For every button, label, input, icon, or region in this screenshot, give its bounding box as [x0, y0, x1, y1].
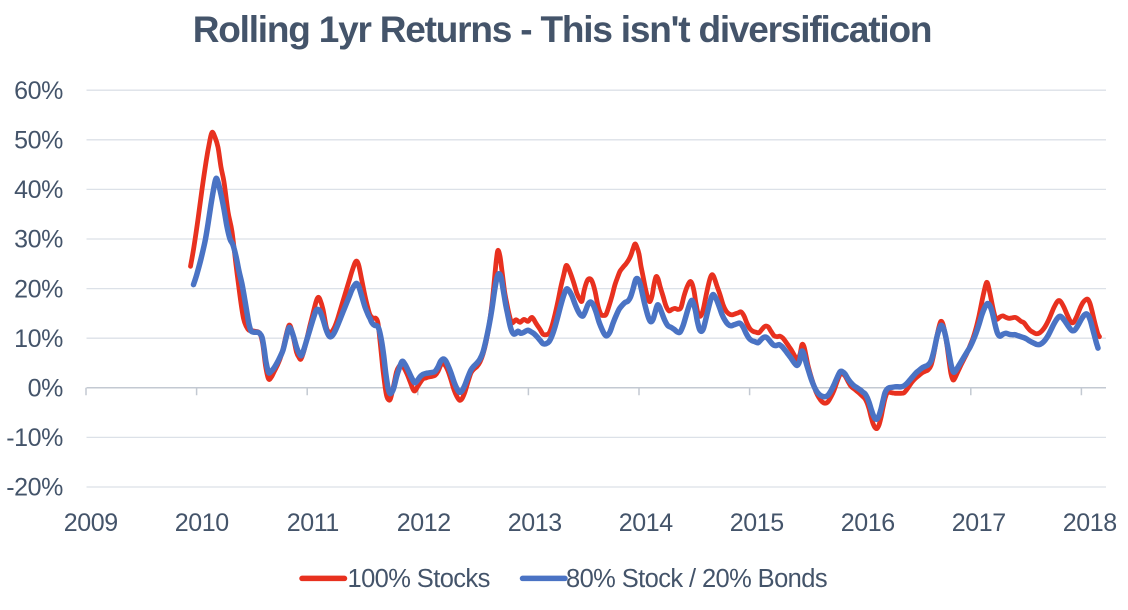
svg-text:2011: 2011: [287, 509, 339, 537]
svg-text:80% Stock / 20% Bonds: 80% Stock / 20% Bonds: [566, 565, 827, 593]
svg-text:50%: 50%: [14, 127, 63, 155]
svg-text:20%: 20%: [14, 275, 63, 303]
svg-text:2009: 2009: [64, 509, 118, 537]
svg-text:2015: 2015: [730, 509, 784, 537]
svg-text:2014: 2014: [619, 509, 674, 537]
svg-text:Rolling 1yr Returns - This isn: Rolling 1yr Returns - This isn't diversi…: [193, 9, 932, 50]
svg-text:30%: 30%: [14, 226, 63, 254]
svg-text:0%: 0%: [28, 375, 64, 403]
svg-text:2018: 2018: [1063, 509, 1117, 537]
svg-text:2010: 2010: [175, 509, 229, 537]
svg-text:-10%: -10%: [6, 424, 63, 452]
svg-text:100% Stocks: 100% Stocks: [348, 565, 490, 593]
svg-text:-20%: -20%: [6, 474, 63, 502]
svg-text:2013: 2013: [508, 509, 562, 537]
svg-text:40%: 40%: [14, 176, 63, 204]
svg-text:60%: 60%: [14, 77, 63, 105]
svg-text:2017: 2017: [952, 509, 1006, 537]
svg-text:2016: 2016: [841, 509, 895, 537]
svg-text:10%: 10%: [14, 325, 63, 353]
svg-text:2012: 2012: [397, 509, 451, 537]
